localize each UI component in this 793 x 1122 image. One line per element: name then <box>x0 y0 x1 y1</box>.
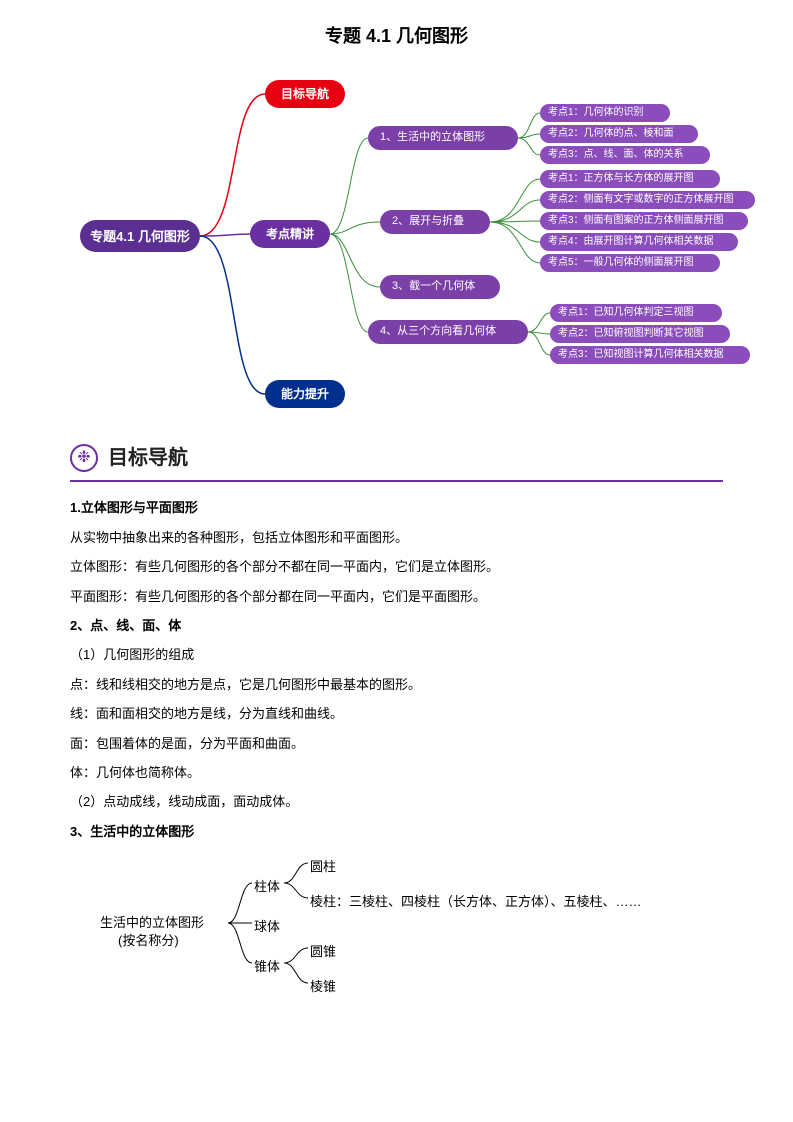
mindmap-branch-2: 能力提升 <box>265 380 345 408</box>
paragraph: 线：面和面相交的地方是线，分为直线和曲线。 <box>70 702 723 725</box>
mindmap-leaf-4: 考点2：侧面有文字或数字的正方体展开图 <box>540 191 755 209</box>
mindmap-branch-0: 目标导航 <box>265 80 345 108</box>
document-body: 1.立体图形与平面图形 从实物中抽象出来的各种图形，包括立体图形和平面图形。 立… <box>70 496 723 843</box>
heading-3: 3、生活中的立体图形 <box>70 820 723 843</box>
tree-node: 球体 <box>254 915 280 938</box>
paragraph: （1）几何图形的组成 <box>70 643 723 666</box>
mindmap-leaf-3: 考点1：正方体与长方体的展开图 <box>540 170 720 188</box>
paragraph: （2）点动成线，线动成面，面动成体。 <box>70 790 723 813</box>
mindmap-sub-2: 3、截一个几何体 <box>380 275 500 299</box>
paragraph: 平面图形：有些几何图形的各个部分都在同一平面内，它们是平面图形。 <box>70 585 723 608</box>
nav-icon: ❉ <box>70 444 98 472</box>
mindmap-leaf-9: 考点2：已知俯视图判断其它视图 <box>550 325 730 343</box>
paragraph: 立体图形：有些几何图形的各个部分不都在同一平面内，它们是立体图形。 <box>70 555 723 578</box>
heading-2: 2、点、线、面、体 <box>70 614 723 637</box>
mindmap-leaf-5: 考点3：侧面有图案的正方体侧面展开图 <box>540 212 748 230</box>
mindmap-branch-1: 考点精讲 <box>250 220 330 248</box>
tree-leaf: 圆柱 <box>310 855 336 878</box>
paragraph: 从实物中抽象出来的各种图形，包括立体图形和平面图形。 <box>70 526 723 549</box>
mindmap-leaf-2: 考点3：点、线、面、体的关系 <box>540 146 710 164</box>
mindmap-leaf-10: 考点3：已知视图计算几何体相关数据 <box>550 346 750 364</box>
tree-node: 锥体 <box>254 955 280 978</box>
paragraph: 体：几何体也简称体。 <box>70 761 723 784</box>
mindmap-leaf-0: 考点1：几何体的识别 <box>540 104 670 122</box>
paragraph: 面：包围着体的是面，分为平面和曲面。 <box>70 732 723 755</box>
section-head-title: 目标导航 <box>108 440 188 476</box>
mindmap-leaf-6: 考点4：由展开图计算几何体相关数据 <box>540 233 738 251</box>
section-head: ❉ 目标导航 <box>70 440 723 482</box>
tree-leaf: 棱柱：三棱柱、四棱柱（长方体、正方体）、五棱柱、…… <box>310 890 642 913</box>
page-title: 专题 4.1 几何图形 <box>70 20 723 52</box>
tree-root-sub: (按名称分) <box>118 929 179 952</box>
tree-node: 柱体 <box>254 875 280 898</box>
tree-leaf: 圆锥 <box>310 940 336 963</box>
mindmap-leaf-8: 考点1：已知几何体判定三视图 <box>550 304 722 322</box>
mindmap-sub-1: 2、展开与折叠 <box>380 210 490 234</box>
mindmap-leaf-1: 考点2：几何体的点、棱和面 <box>540 125 698 143</box>
classification-tree: 生活中的立体图形 (按名称分) 柱体 球体 锥体 圆柱 棱柱：三棱柱、四棱柱（长… <box>100 853 720 1003</box>
mindmap-leaf-7: 考点5：一般几何体的侧面展开图 <box>540 254 720 272</box>
mindmap-root: 专题4.1 几何图形 <box>80 220 200 252</box>
paragraph: 点：线和线相交的地方是点，它是几何图形中最基本的图形。 <box>70 673 723 696</box>
mindmap: 专题4.1 几何图形 目标导航考点精讲能力提升 1、生活中的立体图形 2、展开与折叠 3… <box>40 70 720 430</box>
tree-leaf: 棱锥 <box>310 975 336 998</box>
mindmap-sub-3: 4、从三个方向看几何体 <box>368 320 528 344</box>
heading-1: 1.立体图形与平面图形 <box>70 496 723 519</box>
mindmap-sub-0: 1、生活中的立体图形 <box>368 126 518 150</box>
